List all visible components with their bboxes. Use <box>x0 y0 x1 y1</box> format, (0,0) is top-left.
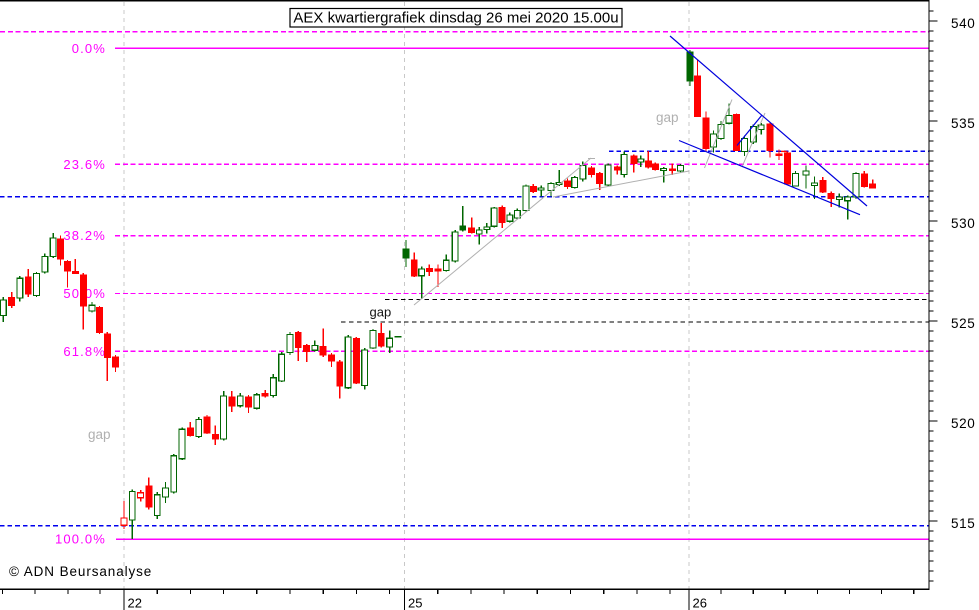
svg-text:gap: gap <box>370 305 392 320</box>
svg-text:100.0%: 100.0% <box>55 532 106 547</box>
svg-text:23.6%: 23.6% <box>63 157 106 172</box>
svg-text:gap: gap <box>656 110 679 125</box>
svg-text:gap: gap <box>88 427 111 442</box>
svg-text:520: 520 <box>951 416 975 431</box>
svg-text:25: 25 <box>408 596 422 610</box>
svg-text:22: 22 <box>128 596 142 610</box>
svg-text:38.2%: 38.2% <box>63 228 106 243</box>
svg-text:535: 535 <box>951 116 975 131</box>
svg-text:61.8%: 61.8% <box>63 344 106 359</box>
svg-text:540: 540 <box>951 16 975 31</box>
svg-text:AEX kwartiergrafiek dinsdag 26: AEX kwartiergrafiek dinsdag 26 mei 2020 … <box>293 10 618 27</box>
svg-text:26: 26 <box>693 596 707 610</box>
svg-text:© ADN Beursanalyse: © ADN Beursanalyse <box>9 564 152 579</box>
svg-text:530: 530 <box>951 216 975 231</box>
svg-text:525: 525 <box>951 316 975 331</box>
svg-text:0.0%: 0.0% <box>72 41 106 56</box>
svg-text:515: 515 <box>951 516 975 531</box>
